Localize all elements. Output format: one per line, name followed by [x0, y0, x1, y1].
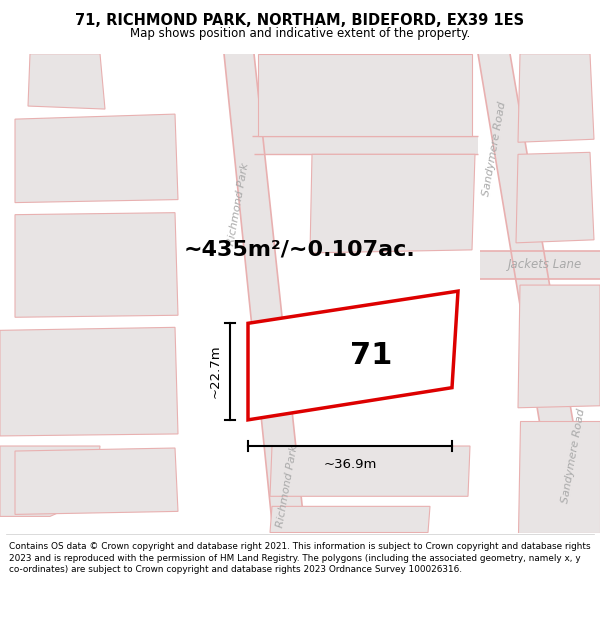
Polygon shape — [0, 328, 178, 436]
Polygon shape — [310, 154, 475, 253]
Text: Map shows position and indicative extent of the property.: Map shows position and indicative extent… — [130, 28, 470, 40]
Polygon shape — [518, 421, 600, 532]
Polygon shape — [15, 448, 178, 514]
Polygon shape — [28, 54, 105, 109]
Polygon shape — [248, 291, 458, 420]
Text: Jackets Lane: Jackets Lane — [508, 259, 582, 271]
Text: Sandymere Road: Sandymere Road — [481, 101, 507, 198]
Polygon shape — [518, 285, 600, 408]
Polygon shape — [270, 446, 470, 496]
Polygon shape — [258, 54, 472, 136]
Text: ~36.9m: ~36.9m — [323, 458, 377, 471]
Text: Contains OS data © Crown copyright and database right 2021. This information is : Contains OS data © Crown copyright and d… — [9, 542, 590, 574]
Polygon shape — [518, 54, 594, 142]
Text: Richmond Park: Richmond Park — [275, 444, 299, 529]
Text: ~22.7m: ~22.7m — [209, 345, 222, 398]
Polygon shape — [480, 251, 600, 279]
Polygon shape — [224, 54, 305, 532]
Polygon shape — [15, 114, 178, 202]
Text: Richmond Park: Richmond Park — [226, 162, 250, 247]
Polygon shape — [15, 213, 178, 318]
Text: ~435m²/~0.107ac.: ~435m²/~0.107ac. — [184, 240, 416, 260]
Polygon shape — [270, 506, 430, 532]
Polygon shape — [516, 152, 594, 243]
Text: 71: 71 — [350, 341, 392, 370]
Polygon shape — [478, 54, 592, 532]
Text: Sandymere Road: Sandymere Road — [560, 408, 586, 504]
Polygon shape — [252, 136, 478, 154]
Text: 71, RICHMOND PARK, NORTHAM, BIDEFORD, EX39 1ES: 71, RICHMOND PARK, NORTHAM, BIDEFORD, EX… — [76, 13, 524, 28]
Polygon shape — [0, 446, 100, 516]
